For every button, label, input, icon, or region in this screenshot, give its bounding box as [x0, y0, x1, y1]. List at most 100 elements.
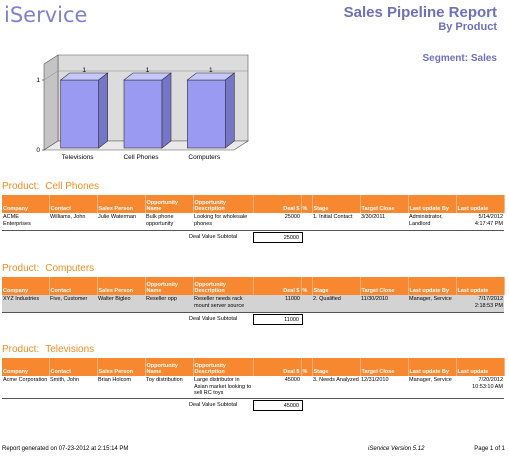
col-sales-person-header: Sales Person	[97, 195, 146, 213]
sales-person-cell: Walter Bigleo	[97, 295, 145, 313]
product-section: Product: Computers Company Contact Sales Per…	[2, 263, 505, 327]
col-deal-header: Deal $	[253, 358, 302, 376]
col-contact-header: Contact	[49, 277, 98, 295]
last-update-by-cell: Administrator, Landlord	[408, 213, 456, 231]
report-segment: Segment: Sales	[422, 53, 497, 64]
target-close-cell: 3/30/2011	[360, 213, 408, 231]
col-opportunity-name-header: Opportunity Name	[145, 277, 194, 295]
product-section: Product: Televisions Company Contact Sales P…	[2, 344, 505, 413]
chart-bar	[187, 79, 226, 149]
col-opportunity-description-header: Opportunity Description	[193, 358, 254, 376]
percent-cell	[301, 295, 312, 313]
stage-cell: 3. Needs Analyzed	[312, 376, 360, 399]
table-row: ACME Enterprises Williams, John Julie Wate…	[2, 213, 504, 231]
last-update-date: 7/17/2012	[478, 296, 503, 302]
page-number: Page 1 of 1	[474, 446, 505, 452]
opportunity-name-cell: Toy distribution	[145, 376, 193, 399]
table-row: XYZ Industries Five, Customer Walter Bigle…	[2, 295, 504, 313]
deal-cell: 25000	[253, 213, 301, 231]
data-label: 1	[146, 67, 150, 74]
company-cell: Acme Corporation	[2, 376, 49, 399]
y-tick-label: 0	[36, 147, 40, 154]
company-cell: XYZ Industries	[2, 295, 49, 313]
opportunity-table: Company Contact Sales Person Opportunity Na…	[2, 358, 505, 399]
product-heading: Product: Cell Phones	[2, 181, 504, 195]
col-sales-person-header: Sales Person	[97, 277, 146, 295]
opportunity-table: Company Contact Sales Person Opportunity Na…	[2, 277, 505, 313]
report-title: Sales Pipeline Report	[343, 4, 497, 21]
product-heading-label: Product:	[2, 344, 40, 355]
col-company-header: Company	[2, 358, 50, 376]
last-update-date: 5/14/2012	[478, 214, 503, 220]
product-section: Product: Cell Phones Company Contact Sales P…	[2, 181, 505, 245]
subtotal-label: Deal Value Subtotal	[189, 233, 238, 240]
product-heading-name: Cell Phones	[45, 181, 100, 192]
last-update-time: 2:18:53 PM	[474, 302, 503, 309]
version-label: iService Version 5.12	[368, 446, 425, 452]
last-update-cell: 5/14/2012 4:17:47 PM	[456, 213, 504, 231]
col-percent-header: %	[301, 195, 313, 213]
table-header-row: Company Contact Sales Person Opportunity Na…	[2, 277, 505, 295]
col-percent-header: %	[301, 277, 313, 295]
pipeline-chart: 0 1 1 Televisions 1 Cell Phones 1 Computers	[30, 40, 260, 165]
col-stage-header: Stage	[312, 358, 361, 376]
product-heading: Product: Televisions	[2, 344, 504, 358]
contact-cell: Williams, John	[49, 213, 97, 231]
col-target-close-header: Target Close	[360, 195, 409, 213]
subtotal-value: 25000	[253, 231, 303, 243]
subtotal-row: Deal Value Subtotal 25000	[2, 231, 504, 245]
col-percent-header: %	[301, 358, 313, 376]
y-tick-label: 1	[36, 77, 40, 84]
opportunity-name-cell: Reseller opp	[145, 295, 193, 313]
col-target-close-header: Target Close	[360, 277, 409, 295]
col-stage-header: Stage	[312, 277, 361, 295]
chart-bar-side	[98, 72, 108, 149]
chart-bar-side	[161, 72, 172, 149]
col-stage-header: Stage	[312, 195, 361, 213]
last-update-date: 7/20/2012	[478, 377, 503, 383]
product-heading-label: Product:	[2, 181, 40, 192]
last-update-cell: 7/20/2012 10:53:10 AM	[456, 376, 504, 399]
col-last-update-by-header: Last update By	[408, 277, 457, 295]
col-last-update-by-header: Last update By	[408, 358, 457, 376]
percent-cell	[301, 376, 312, 399]
col-opportunity-name-header: Opportunity Name	[145, 358, 194, 376]
product-heading-name: Computers	[45, 263, 95, 274]
product-heading: Product: Computers	[2, 263, 504, 277]
col-company-header: Company	[2, 195, 50, 213]
contact-cell: Smith, John	[49, 376, 97, 399]
col-deal-header: Deal $	[253, 277, 302, 295]
col-last-update-header: Last update	[456, 358, 505, 376]
subtotal-label: Deal Value Subtotal	[189, 401, 238, 408]
col-last-update-by-header: Last update By	[408, 195, 457, 213]
x-tick-label: Televisions	[62, 154, 95, 161]
sales-person-cell: Brian Holcom	[97, 376, 145, 399]
col-deal-header: Deal $	[253, 195, 302, 213]
sales-person-cell: Julie Waterman	[97, 213, 145, 231]
col-last-update-header: Last update	[456, 195, 505, 213]
target-close-cell: 11/30/2010	[360, 295, 408, 313]
last-update-time: 4:17:47 PM	[474, 220, 503, 227]
data-label: 1	[209, 67, 213, 74]
subtotal-label: Deal Value Subtotal	[189, 315, 238, 322]
opportunity-description-cell: Looking for wholesale phones	[193, 213, 253, 231]
x-tick-label: Computers	[188, 154, 221, 161]
table-header-row: Company Contact Sales Person Opportunity Na…	[2, 195, 505, 213]
percent-cell	[301, 213, 312, 231]
subtotal-value: 45000	[253, 399, 303, 411]
subtotal-row: Deal Value Subtotal 45000	[2, 399, 504, 413]
deal-cell: 11000	[253, 295, 301, 313]
col-contact-header: Contact	[49, 358, 98, 376]
opportunity-description-cell: Reseller needs rack mount server source	[193, 295, 253, 313]
col-opportunity-name-header: Opportunity Name	[145, 195, 194, 213]
subtotal-value: 11000	[253, 313, 303, 325]
subtotal-row: Deal Value Subtotal 11000	[2, 313, 504, 327]
app-logo: iService	[4, 3, 88, 27]
col-contact-header: Contact	[49, 195, 98, 213]
deal-cell: 45000	[253, 376, 301, 399]
table-header-row: Company Contact Sales Person Opportunity Na…	[2, 358, 505, 376]
stage-cell: 2. Qualified	[312, 295, 360, 313]
col-opportunity-description-header: Opportunity Description	[193, 277, 254, 295]
last-update-by-cell: Manager, Service	[408, 295, 456, 313]
data-label: 1	[82, 67, 86, 74]
